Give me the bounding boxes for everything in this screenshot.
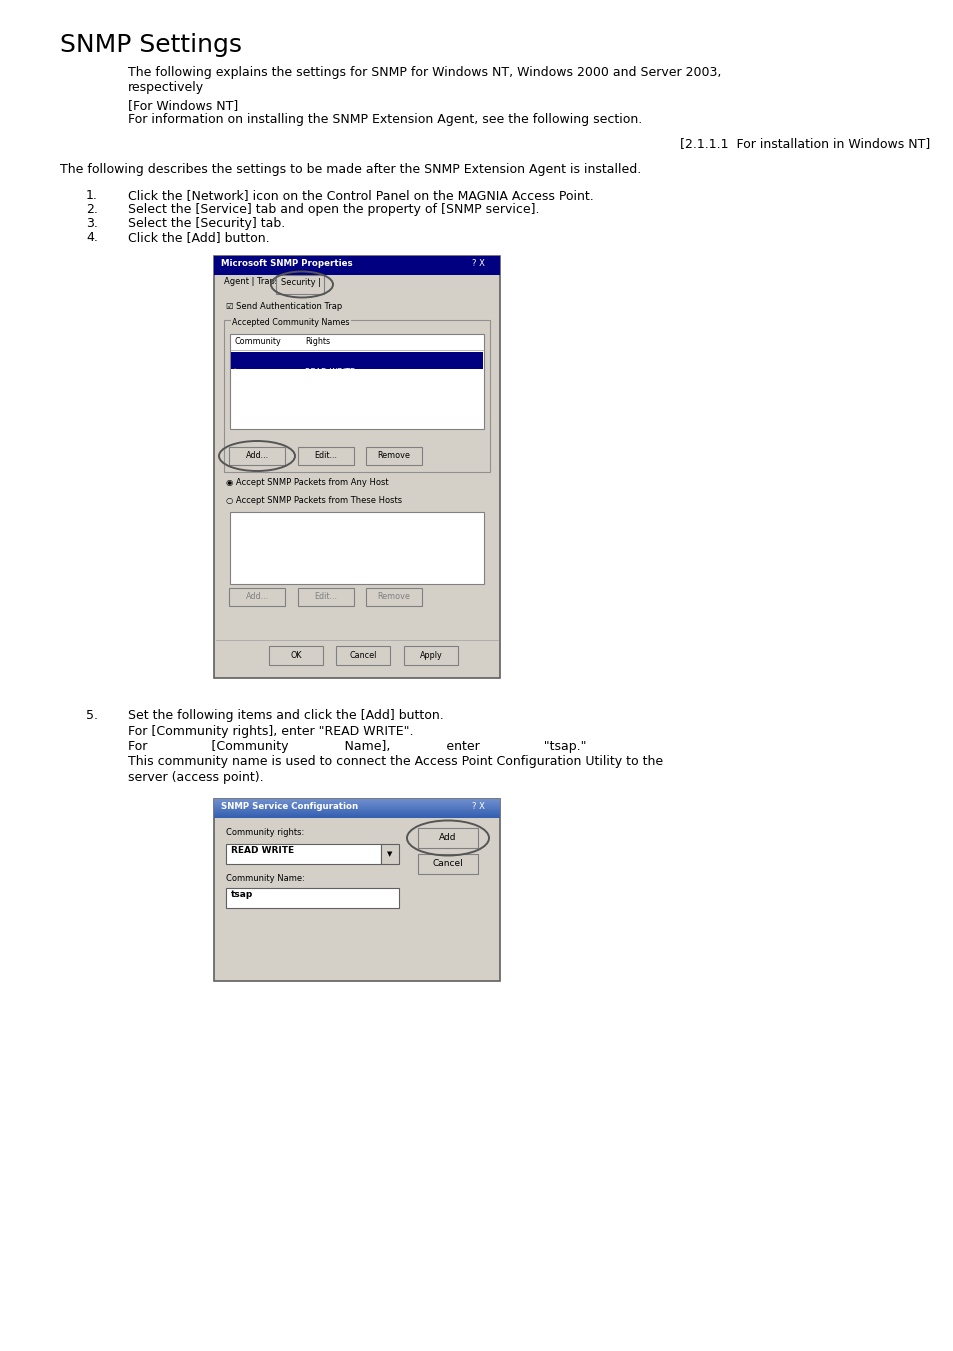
Text: Microsoft SNMP Properties: Microsoft SNMP Properties [221, 258, 353, 267]
Text: The following describes the settings to be made after the SNMP Extension Agent i: The following describes the settings to … [60, 163, 640, 176]
Bar [230, 334, 483, 430]
Text: 3.: 3. [86, 218, 98, 230]
Text: Remove: Remove [377, 451, 410, 461]
Text: READ WRITE: READ WRITE [231, 846, 294, 855]
Bar [213, 255, 499, 276]
Text: Edit...: Edit... [314, 593, 337, 601]
Text: Cancel: Cancel [432, 859, 463, 869]
Text: tsap: tsap [233, 367, 251, 377]
Text: ◉ Accept SNMP Packets from Any Host: ◉ Accept SNMP Packets from Any Host [226, 478, 388, 486]
Text: Security |: Security | [281, 278, 321, 286]
Bar [213, 798, 499, 981]
Text: READ CREATE: READ CREATE [305, 353, 360, 361]
Text: Community rights:: Community rights: [226, 828, 304, 838]
Text: ▼: ▼ [387, 851, 393, 857]
Text: Community Name:: Community Name: [226, 874, 305, 884]
Bar [297, 588, 354, 607]
Text: Add...: Add... [245, 451, 269, 461]
Text: SNMP Service Configuration: SNMP Service Configuration [221, 801, 357, 811]
Text: For information on installing the SNMP Extension Agent, see the following sectio: For information on installing the SNMP E… [128, 113, 641, 126]
Text: Apply: Apply [419, 651, 442, 661]
Text: READ WRITE: READ WRITE [305, 367, 355, 377]
Text: OK: OK [290, 651, 301, 661]
Bar [275, 276, 324, 295]
Text: Select the [Service] tab and open the property of [SNMP service].: Select the [Service] tab and open the pr… [128, 203, 539, 216]
Text: Community: Community [233, 336, 280, 346]
Bar [269, 646, 323, 665]
Bar [229, 588, 285, 607]
Text: Cancel: Cancel [349, 651, 376, 661]
Text: Accepted Community Names: Accepted Community Names [232, 317, 349, 327]
Bar [226, 844, 380, 865]
Text: This community name is used to connect the Access Point Configuration Utility to: This community name is used to connect t… [128, 755, 662, 769]
Bar [229, 447, 285, 465]
Text: 4.: 4. [86, 231, 98, 245]
Bar [230, 512, 483, 584]
Bar [417, 828, 477, 848]
Text: server (access point).: server (access point). [128, 771, 263, 784]
Text: ? X: ? X [472, 801, 484, 811]
Text: ? X: ? X [472, 258, 484, 267]
Text: Set the following items and click the [Add] button.: Set the following items and click the [A… [128, 709, 443, 721]
Bar [226, 888, 398, 908]
Text: Add: Add [438, 834, 456, 843]
Text: Rights: Rights [305, 336, 330, 346]
Text: tsap: tsap [231, 890, 253, 898]
Text: ☑ Send Authentication Trap: ☑ Send Authentication Trap [226, 303, 342, 311]
Bar [366, 447, 421, 465]
Text: Click the [Add] button.: Click the [Add] button. [128, 231, 270, 245]
Text: Add...: Add... [245, 593, 269, 601]
Bar [224, 320, 490, 471]
Text: The following explains the settings for SNMP for Windows NT, Windows 2000 and Se: The following explains the settings for … [128, 66, 720, 95]
Text: For                [Community              Name],              enter            : For [Community Name], enter [128, 740, 586, 753]
Text: public: public [233, 353, 258, 361]
Text: 5.: 5. [86, 709, 98, 721]
Bar [335, 646, 390, 665]
Text: Edit...: Edit... [314, 451, 337, 461]
Text: Select the [Security] tab.: Select the [Security] tab. [128, 218, 285, 230]
Text: [For Windows NT]: [For Windows NT] [128, 99, 238, 112]
Bar [417, 854, 477, 874]
Text: SNMP Settings: SNMP Settings [60, 32, 242, 57]
Text: Click the [Network] icon on the Control Panel on the MAGNIA Access Point.: Click the [Network] icon on the Control … [128, 189, 593, 203]
Bar [403, 646, 457, 665]
Bar [366, 588, 421, 607]
Bar [380, 844, 398, 865]
Text: Remove: Remove [377, 593, 410, 601]
Text: Agent | Traps: Agent | Traps [224, 277, 279, 286]
Text: ○ Accept SNMP Packets from These Hosts: ○ Accept SNMP Packets from These Hosts [226, 496, 402, 505]
Bar [297, 447, 354, 465]
Text: For [Community rights], enter "READ WRITE".: For [Community rights], enter "READ WRIT… [128, 724, 413, 738]
Text: [2.1.1.1  For installation in Windows NT]: [2.1.1.1 For installation in Windows NT] [679, 136, 929, 150]
Text: 1.: 1. [86, 189, 98, 203]
Bar [231, 353, 482, 369]
Text: 2.: 2. [86, 203, 98, 216]
Bar [213, 255, 499, 678]
